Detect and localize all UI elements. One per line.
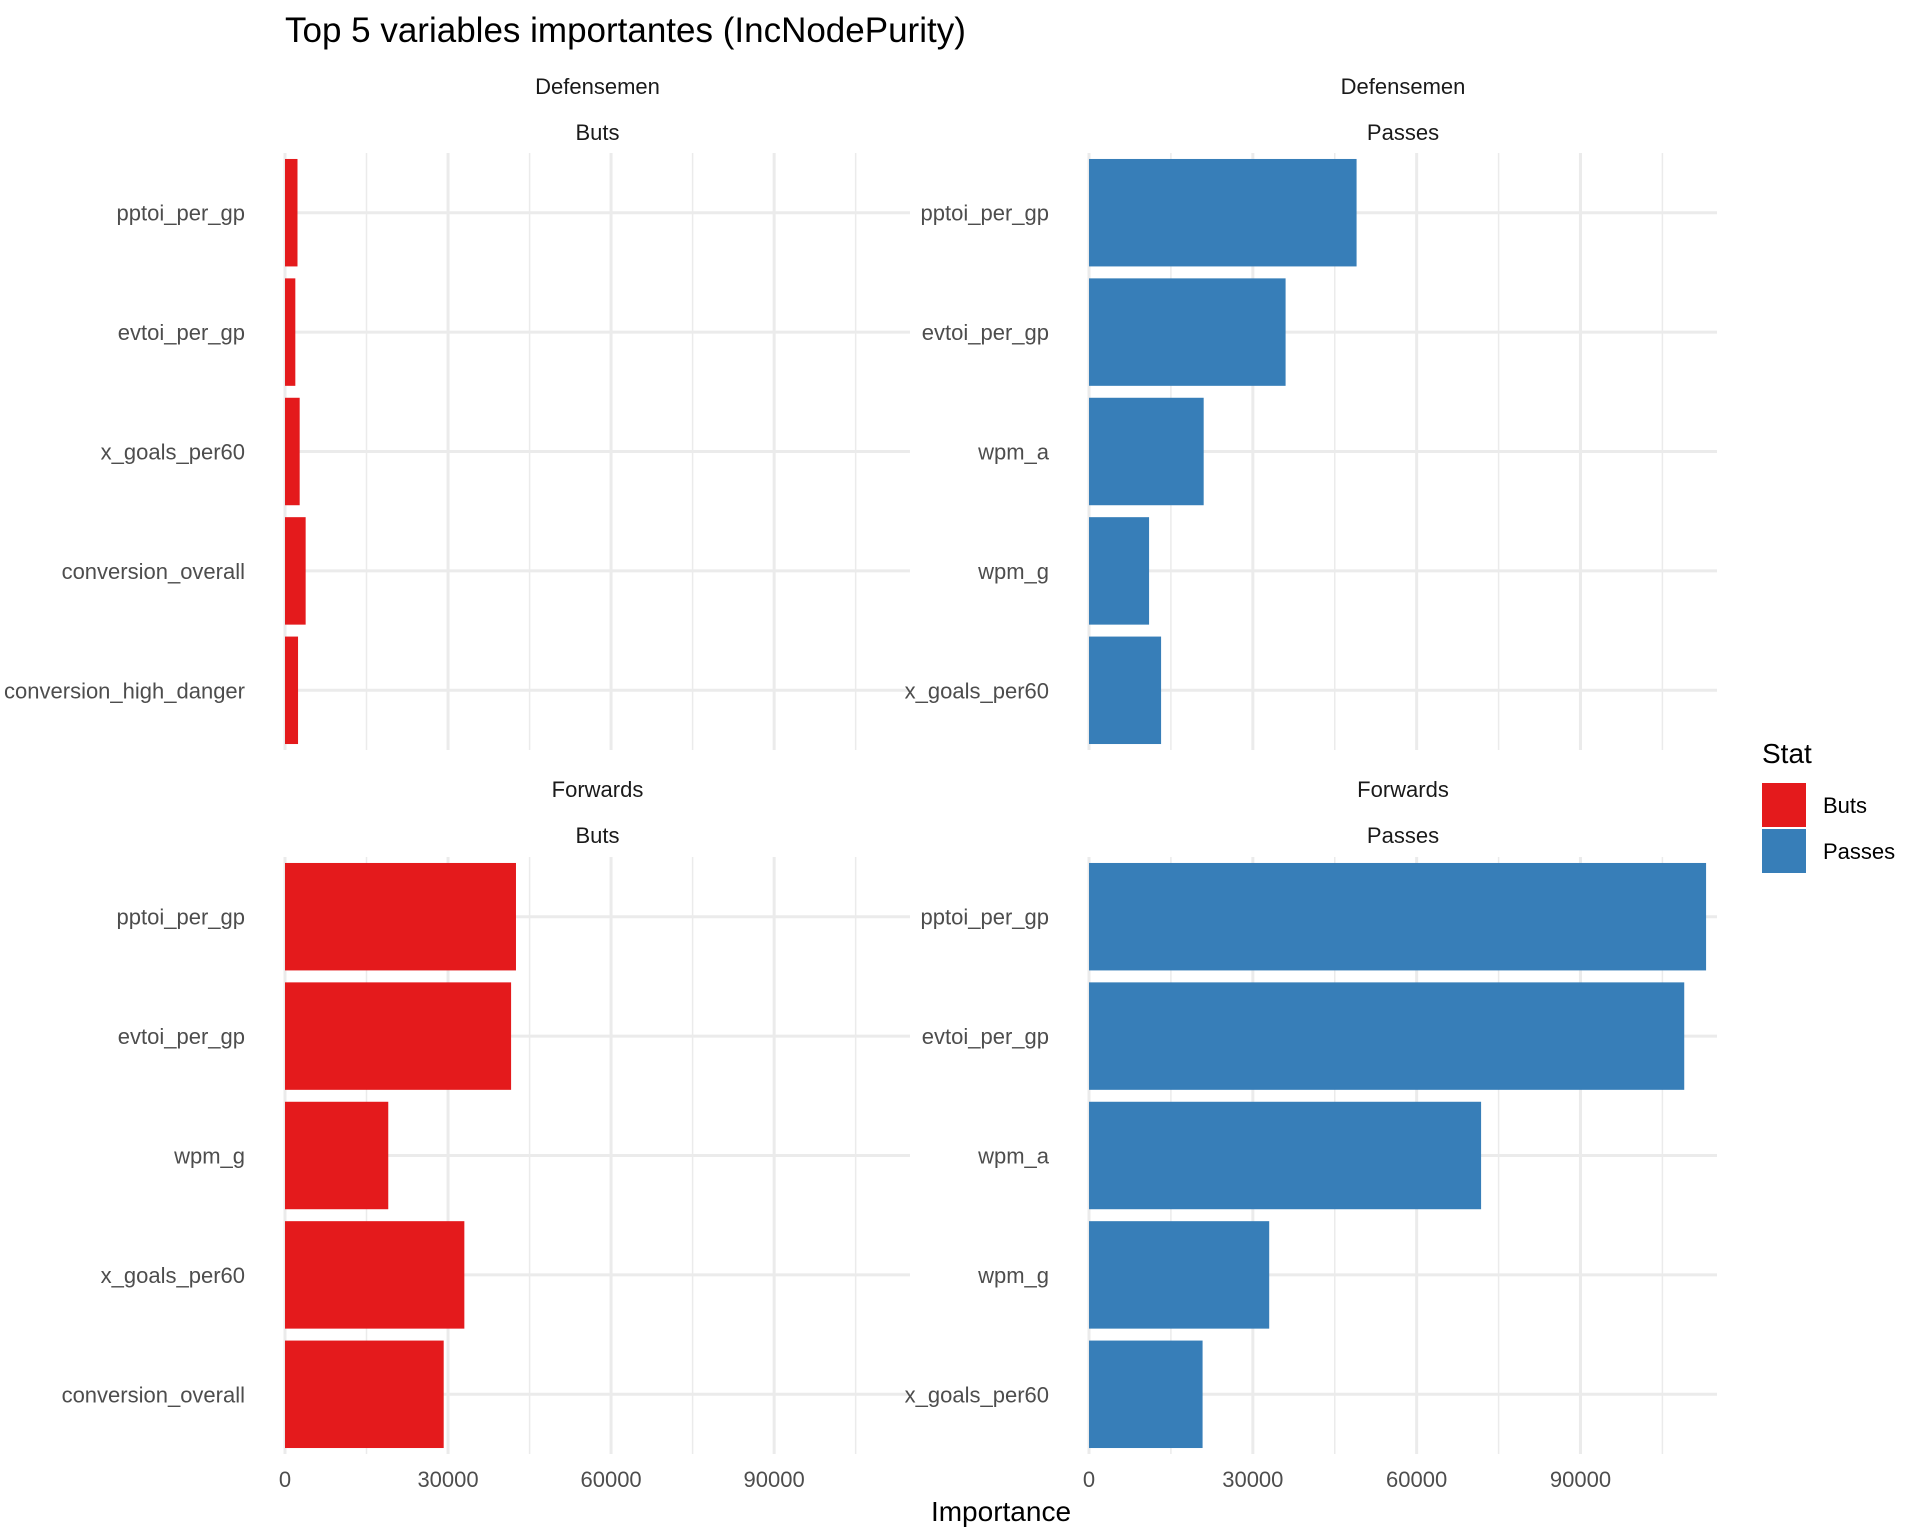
y-tick-label: pptoi_per_gp — [921, 201, 1049, 226]
y-tick-label: conversion_high_danger — [4, 678, 245, 703]
x-tick-label: 0 — [279, 1467, 291, 1492]
bar — [1089, 862, 1707, 971]
x-tick-label: 90000 — [744, 1467, 805, 1492]
legend-label: Buts — [1823, 793, 1867, 818]
facet-panel: Forwards Buts pptoi_per_gp evtoi_per_gp wpm_… — [62, 777, 910, 1492]
bar — [1089, 517, 1150, 625]
facet-strip-col-label: Buts — [575, 823, 619, 848]
legend-label: Passes — [1823, 839, 1895, 864]
bar — [1089, 982, 1685, 1090]
facet-strip-row-label: Defensemen — [535, 74, 660, 99]
y-tick-label: conversion_overall — [62, 1382, 245, 1407]
y-tick-label: evtoi_per_gp — [922, 1024, 1049, 1049]
bar — [285, 982, 512, 1090]
y-tick-label: x_goals_per60 — [905, 678, 1049, 703]
y-tick-label: wpm_g — [977, 1263, 1049, 1288]
bar — [285, 862, 516, 971]
y-tick-label: x_goals_per60 — [101, 440, 245, 465]
bar — [1089, 158, 1357, 267]
facet-strip-col-label: Passes — [1367, 823, 1439, 848]
bar — [285, 1221, 465, 1329]
y-tick-label: wpm_a — [977, 440, 1050, 465]
y-tick-label: x_goals_per60 — [101, 1263, 245, 1288]
x-tick-label: 30000 — [417, 1467, 478, 1492]
y-tick-label: conversion_overall — [62, 559, 245, 584]
bar — [1089, 636, 1162, 745]
facet-strip-col-label: Buts — [575, 120, 619, 145]
y-tick-label: pptoi_per_gp — [117, 905, 245, 930]
x-tick-label: 60000 — [580, 1467, 641, 1492]
x-tick-label: 0 — [1083, 1467, 1095, 1492]
x-tick-label: 60000 — [1386, 1467, 1447, 1492]
y-tick-label: pptoi_per_gp — [117, 201, 245, 226]
facet-panel: Defensemen Passes pptoi_per_gp evtoi_per_gp… — [905, 74, 1717, 750]
bar — [285, 158, 298, 267]
bar — [285, 517, 306, 625]
y-tick-label: wpm_g — [173, 1144, 245, 1169]
x-axis-title: Importance — [931, 1496, 1071, 1527]
bar — [285, 397, 300, 506]
y-tick-label: evtoi_per_gp — [922, 320, 1049, 345]
facet-strip-col-label: Passes — [1367, 120, 1439, 145]
bar — [1089, 397, 1204, 506]
y-tick-label: evtoi_per_gp — [118, 1024, 245, 1049]
panels-layer: Defensemen Buts pptoi_per_gp evtoi_per_gp x_… — [4, 74, 1717, 1492]
y-tick-label: wpm_a — [977, 1144, 1050, 1169]
legend-title: Stat — [1762, 738, 1812, 769]
facet-strip-row-label: Defensemen — [1341, 74, 1466, 99]
legend-key — [1762, 829, 1806, 873]
y-tick-label: pptoi_per_gp — [921, 905, 1049, 930]
bar — [285, 1340, 444, 1449]
legend-key — [1762, 783, 1806, 827]
x-tick-label: 90000 — [1550, 1467, 1611, 1492]
facet-strip-row-label: Forwards — [1357, 777, 1449, 802]
facet-panel: Defensemen Buts pptoi_per_gp evtoi_per_gp x_… — [4, 74, 910, 750]
bar — [285, 1101, 389, 1210]
y-tick-label: x_goals_per60 — [905, 1382, 1049, 1407]
bar — [1089, 1221, 1270, 1329]
legend: Stat Buts Passes — [1762, 738, 1895, 873]
bar — [1089, 278, 1286, 386]
y-tick-label: evtoi_per_gp — [118, 320, 245, 345]
bar — [285, 278, 296, 386]
bar — [285, 636, 299, 745]
bar — [1089, 1101, 1482, 1210]
facet-strip-row-label: Forwards — [552, 777, 644, 802]
x-tick-label: 30000 — [1222, 1467, 1283, 1492]
bar — [1089, 1340, 1203, 1449]
y-tick-label: wpm_g — [977, 559, 1049, 584]
facet-panel: Forwards Passes pptoi_per_gp evtoi_per_gpwp… — [905, 777, 1717, 1492]
chart-title: Top 5 variables importantes (IncNodePuri… — [285, 11, 966, 50]
